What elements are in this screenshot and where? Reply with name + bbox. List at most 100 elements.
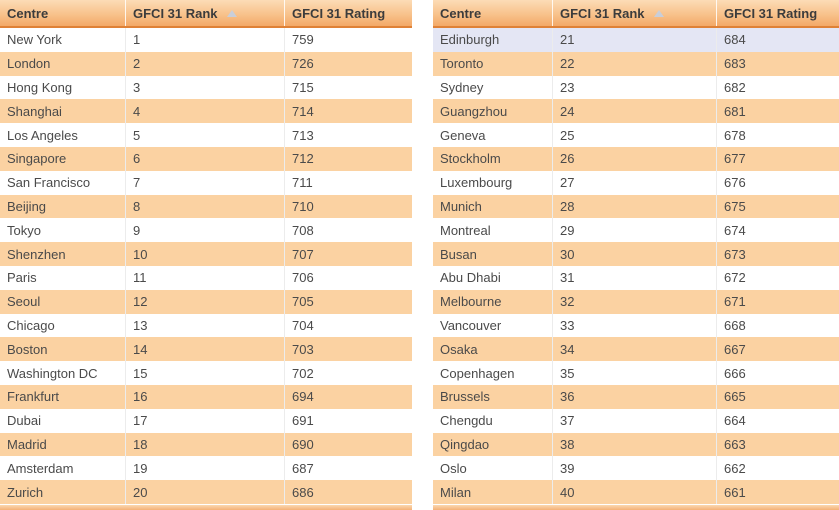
column-header-centre[interactable]: Centre <box>0 0 125 26</box>
table-row[interactable]: Beijing 8 710 <box>0 194 412 219</box>
centre-cell: Edinburgh <box>440 32 500 48</box>
table-row[interactable]: Frankfurt 16 694 <box>0 384 412 409</box>
rank-cell: 22 <box>552 51 716 76</box>
table-row[interactable]: Qingdao 38 663 <box>433 432 839 457</box>
table-row[interactable]: Singapore 6 712 <box>0 146 412 171</box>
centre-cell: Oslo <box>440 460 467 476</box>
table-row[interactable]: Montreal 29 674 <box>433 218 839 243</box>
rating-cell: 663 <box>716 432 839 457</box>
rating-cell: 691 <box>284 408 412 433</box>
rating-cell: 715 <box>284 75 412 100</box>
table-row[interactable]: Copenhagen 35 666 <box>433 361 839 385</box>
rank-cell: 32 <box>552 289 716 314</box>
rank-cell: 10 <box>125 242 284 266</box>
rating-cell: 668 <box>716 313 839 338</box>
rating-cell: 687 <box>284 456 412 481</box>
rating-cell: 708 <box>284 218 412 243</box>
rank-cell: 35 <box>552 361 716 385</box>
rank-cell: 29 <box>552 218 716 243</box>
table-row[interactable]: Madrid 18 690 <box>0 432 412 457</box>
rank-cell: 2 <box>125 51 284 76</box>
table-body-1-20: New York 1 759 London 2 726 Hong Kong 3 715 Shang… <box>0 28 412 504</box>
rating-cell: 706 <box>284 265 412 290</box>
rating-cell: 713 <box>284 123 412 147</box>
centre-cell: Boston <box>7 341 48 357</box>
table-row[interactable]: Zurich 20 686 <box>0 480 412 504</box>
table-row[interactable]: Chengdu 37 664 <box>433 408 839 433</box>
table-row[interactable]: Brussels 36 665 <box>433 384 839 409</box>
column-header-gfci31-rank[interactable]: GFCI 31 Rank <box>125 0 284 26</box>
centre-cell: Chengdu <box>440 413 493 429</box>
table-row[interactable]: Shenzhen 10 707 <box>0 242 412 266</box>
rank-cell: 13 <box>125 313 284 338</box>
table-row[interactable]: Stockholm 26 677 <box>433 146 839 171</box>
centre-cell: Geneva <box>440 127 486 143</box>
rating-cell: 714 <box>284 99 412 124</box>
table-row[interactable]: Luxembourg 27 676 <box>433 170 839 195</box>
table-row[interactable]: Toronto 22 683 <box>433 51 839 76</box>
centre-cell: Frankfurt <box>7 389 60 405</box>
table-row[interactable]: Washington DC 15 702 <box>0 361 412 385</box>
rating-cell: 686 <box>284 480 412 504</box>
rating-cell: 710 <box>284 194 412 219</box>
table-row[interactable]: London 2 726 <box>0 51 412 76</box>
table-row[interactable]: Busan 30 673 <box>433 242 839 266</box>
table-row[interactable]: Osaka 34 667 <box>433 337 839 362</box>
column-header-gfci31-rating[interactable]: GFCI 31 Rating <box>716 0 839 26</box>
table-row[interactable]: Munich 28 675 <box>433 194 839 219</box>
table-row[interactable]: Geneva 25 678 <box>433 123 839 147</box>
sort-ascending-icon <box>226 9 237 17</box>
rating-cell: 726 <box>284 51 412 76</box>
table-row[interactable]: Chicago 13 704 <box>0 313 412 338</box>
column-header-label: Centre <box>7 5 49 21</box>
rating-cell: 677 <box>716 146 839 171</box>
table-row[interactable]: Seoul 12 705 <box>0 289 412 314</box>
rankings-table-1-20: Centre GFCI 31 Rank GFCI 31 Rating New Y… <box>0 0 412 510</box>
centre-cell: Tokyo <box>7 222 41 238</box>
column-header-label: GFCI 31 Rating <box>724 5 818 21</box>
table-row[interactable]: Boston 14 703 <box>0 337 412 362</box>
rating-cell: 690 <box>284 432 412 457</box>
rating-cell: 759 <box>284 28 412 52</box>
centre-cell: Singapore <box>7 151 67 167</box>
table-footer-strip <box>433 503 839 510</box>
centre-cell: Stockholm <box>440 151 501 167</box>
table-row[interactable]: Milan 40 661 <box>433 480 839 504</box>
table-row[interactable]: Shanghai 4 714 <box>0 99 412 124</box>
column-header-label: GFCI 31 Rating <box>292 5 386 21</box>
table-row[interactable]: Tokyo 9 708 <box>0 218 412 243</box>
table-row[interactable]: New York 1 759 <box>0 28 412 52</box>
rank-cell: 12 <box>125 289 284 314</box>
centre-cell: Osaka <box>440 341 478 357</box>
table-row[interactable]: Sydney 23 682 <box>433 75 839 100</box>
rating-cell: 702 <box>284 361 412 385</box>
column-header-gfci31-rating[interactable]: GFCI 31 Rating <box>284 0 412 26</box>
table-row[interactable]: Hong Kong 3 715 <box>0 75 412 100</box>
column-header-label: GFCI 31 Rank <box>560 5 645 21</box>
table-row[interactable]: Paris 11 706 <box>0 265 412 290</box>
column-header-label: Centre <box>440 5 482 21</box>
table-row[interactable]: Abu Dhabi 31 672 <box>433 265 839 290</box>
table-row[interactable]: San Francisco 7 711 <box>0 170 412 195</box>
rank-cell: 8 <box>125 194 284 219</box>
table-row[interactable]: Melbourne 32 671 <box>433 289 839 314</box>
centre-cell: Paris <box>7 270 37 286</box>
table-row[interactable]: Guangzhou 24 681 <box>433 99 839 124</box>
table-row[interactable]: Oslo 39 662 <box>433 456 839 481</box>
table-row[interactable]: Vancouver 33 668 <box>433 313 839 338</box>
table-row[interactable]: Dubai 17 691 <box>0 408 412 433</box>
rankings-table-21-40: Centre GFCI 31 Rank GFCI 31 Rating Edinb… <box>433 0 839 510</box>
column-header-centre[interactable]: Centre <box>433 0 552 26</box>
centre-cell: Brussels <box>440 389 490 405</box>
table-row-selected[interactable]: Edinburgh 21 684 <box>433 28 839 52</box>
rank-cell: 28 <box>552 194 716 219</box>
centre-cell: Qingdao <box>440 436 490 452</box>
table-row[interactable]: Amsterdam 19 687 <box>0 456 412 481</box>
column-header-gfci31-rank[interactable]: GFCI 31 Rank <box>552 0 716 26</box>
rating-cell: 694 <box>284 384 412 409</box>
rank-cell: 5 <box>125 123 284 147</box>
table-row[interactable]: Los Angeles 5 713 <box>0 123 412 147</box>
rating-cell: 673 <box>716 242 839 266</box>
centre-cell: Busan <box>440 246 477 262</box>
table-body-21-40: Edinburgh 21 684 Toronto 22 683 Sydney 23 682 Gua… <box>433 28 839 504</box>
